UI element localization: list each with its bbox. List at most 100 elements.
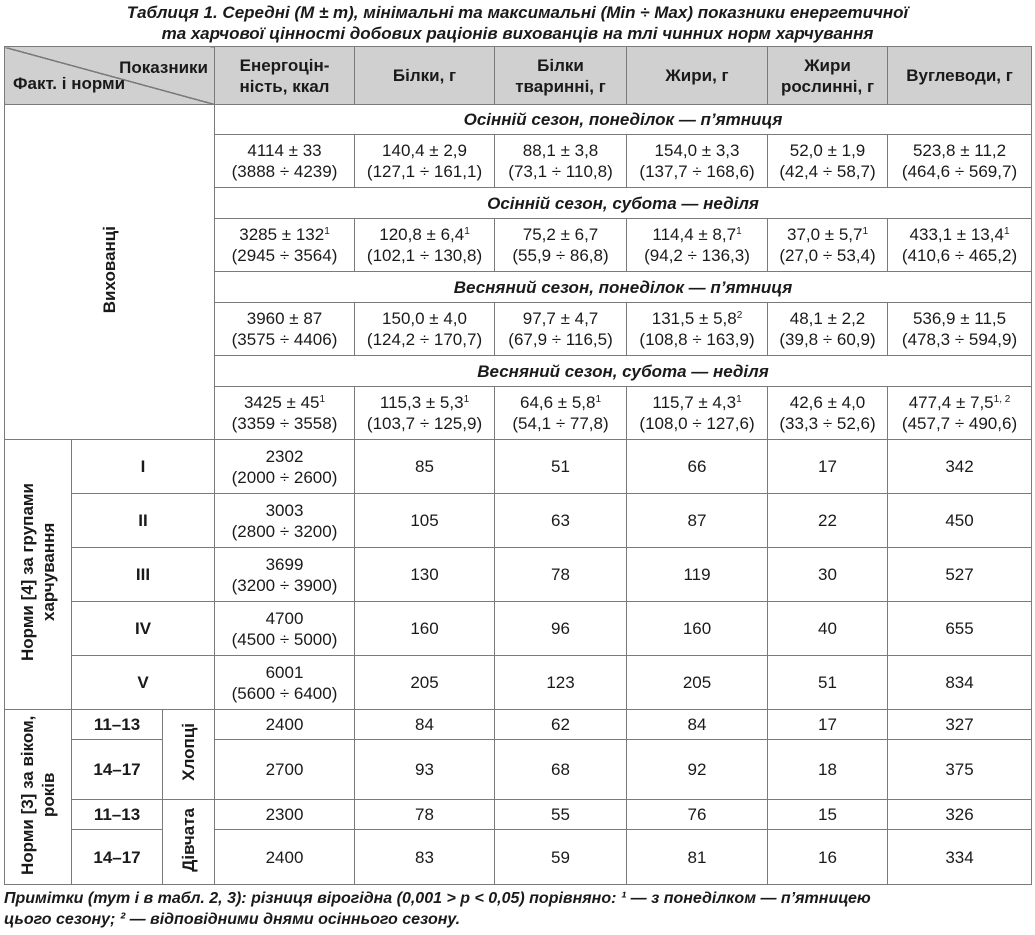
pupils-group-label: Вихованці — [100, 225, 119, 314]
norm3-energy: 2400 — [214, 829, 356, 885]
norm4-protein: 205 — [354, 655, 496, 710]
norm4-fat: 205 — [626, 655, 769, 710]
norm3-veg-fat: 16 — [767, 829, 889, 885]
significance-mark: 1, 2 — [993, 394, 1011, 405]
mean-value: 131,5 ± 5,82 — [651, 309, 743, 328]
significance-mark: 2 — [736, 310, 743, 321]
norm4-animal-protein: 78 — [494, 547, 628, 602]
range-value: (3359 ÷ 3558) — [231, 414, 338, 433]
norm4-row: IV 4700 (4500 ÷ 5000) 160 96 160 40 655 — [5, 601, 1033, 656]
norms4-group-cell: Норми [4] за групами харчування — [4, 439, 72, 710]
table-title: Таблиця 1. Середні (M ± m), мінімальні т… — [0, 2, 1035, 44]
norm3-animal-protein: 59 — [494, 829, 628, 885]
norm4-fat: 87 — [626, 493, 769, 548]
col-header-fat: Жири, г — [626, 46, 769, 105]
norm4-group: I — [70, 439, 216, 494]
season-value-cell: 52,0 ± 1,9 (42,4 ÷ 58,7) — [767, 134, 889, 188]
season-label: Весняний сезон, субота — неділя — [214, 355, 1033, 387]
norms3-group-cell: Норми [3] за віком, років — [4, 709, 72, 885]
range-value: (39,8 ÷ 60,9) — [779, 330, 876, 349]
norm3-energy: 2400 — [214, 709, 356, 740]
norm4-row: Норми [4] за групами харчування I 2302 (2… — [4, 439, 1033, 710]
norm3-carbs: 334 — [887, 829, 1033, 885]
mean-value: 52,0 ± 1,9 — [789, 141, 866, 160]
mean-value: 536,9 ± 11,5 — [912, 309, 1007, 328]
norm4-group: II — [70, 493, 216, 548]
norm3-fat: 92 — [626, 739, 769, 800]
pupils-group-cell: Вихованці — [3, 104, 216, 440]
range-value: (55,9 ÷ 86,8) — [512, 246, 609, 265]
range-value: (137,7 ÷ 168,6) — [639, 162, 755, 181]
norm4-energy-cell: 3699 (3200 ÷ 3900) — [214, 547, 356, 602]
mean-value: 115,7 ± 4,31 — [652, 393, 742, 412]
norm3-age: 14–17 — [71, 829, 163, 885]
nutrition-table: Показники Факт. і норми Енергоцін- ність… — [3, 46, 1033, 885]
range-value: (464,6 ÷ 569,7) — [901, 162, 1018, 181]
mean-value: 477,4 ± 7,51, 2 — [908, 393, 1011, 412]
mean-value: 3285 ± 1321 — [239, 225, 330, 244]
season-value-cell: 75,2 ± 6,7 (55,9 ÷ 86,8) — [494, 218, 628, 272]
mean-value: 114,4 ± 8,71 — [652, 225, 742, 244]
range-value: (54,1 ÷ 77,8) — [512, 414, 609, 433]
norm3-energy: 2700 — [214, 739, 356, 800]
norm3-animal-protein: 62 — [494, 709, 628, 740]
norm4-animal-protein: 96 — [494, 601, 628, 656]
range-value: (108,0 ÷ 127,6) — [639, 414, 755, 433]
mean-value: 88,1 ± 3,8 — [522, 141, 599, 160]
norm4-animal-protein: 123 — [494, 655, 628, 710]
norm4-row: III 3699 (3200 ÷ 3900) 130 78 119 30 527 — [5, 547, 1033, 602]
range-value: (102,1 ÷ 130,8) — [366, 246, 483, 265]
norm4-protein: 105 — [354, 493, 496, 548]
norm4-veg-fat: 17 — [767, 439, 889, 494]
range-value: (94,2 ÷ 136,3) — [644, 246, 750, 265]
norm3-age: 14–17 — [71, 739, 163, 800]
season-label: Весняний сезон, понеділок — п’ятниця — [214, 271, 1033, 303]
norm4-energy-cell: 2302 (2000 ÷ 2600) — [214, 439, 356, 494]
footnote-line-2: цього сезону; ² — відповідними днями осі… — [4, 911, 461, 928]
norm4-carbs: 655 — [887, 601, 1033, 656]
col-header-protein: Білки, г — [354, 46, 496, 105]
norm3-age: 11–13 — [71, 709, 163, 740]
norm3-fat: 81 — [626, 829, 769, 885]
norm3-fat: 84 — [626, 709, 769, 740]
significance-mark: 1 — [595, 394, 602, 405]
significance-mark: 1 — [463, 394, 470, 405]
norm3-protein: 78 — [354, 799, 496, 830]
range-value: (33,3 ÷ 52,6) — [779, 414, 876, 433]
range-value: (2945 ÷ 3564) — [231, 246, 338, 265]
season-row: Вихованці Осінній сезон, понеділок — п’я… — [3, 104, 1033, 440]
season-value-cell: 131,5 ± 5,82 (108,8 ÷ 163,9) — [626, 302, 769, 356]
season-values-row: 4114 ± 33 (3888 ÷ 4239) 140,4 ± 2,9 (127,1 … — [5, 134, 1033, 188]
range-value: (42,4 ÷ 58,7) — [779, 162, 876, 181]
norm4-protein: 85 — [354, 439, 496, 494]
norm4-fat: 160 — [626, 601, 769, 656]
norm4-carbs: 527 — [887, 547, 1033, 602]
season-value-cell: 154,0 ± 3,3 (137,7 ÷ 168,6) — [626, 134, 769, 188]
norm3-row: 14–17 2400 83 59 81 16 334 — [5, 829, 1033, 885]
season-value-cell: 4114 ± 33 (3888 ÷ 4239) — [214, 134, 356, 188]
season-value-cell: 140,4 ± 2,9 (127,1 ÷ 161,1) — [354, 134, 496, 188]
season-values-row: 3285 ± 1321 (2945 ÷ 3564) 120,8 ± 6,41 (102… — [5, 218, 1033, 272]
col-header-animal-protein: Білки тваринні, г — [494, 46, 628, 105]
range-value: (478,3 ÷ 594,9) — [901, 330, 1018, 349]
norm4-veg-fat: 40 — [767, 601, 889, 656]
norm3-row: 14–17 2700 93 68 92 18 375 — [5, 739, 1033, 800]
mean-value: 42,6 ± 4,0 — [789, 393, 866, 412]
norm4-group: V — [70, 655, 216, 710]
corner-bottom-label: Факт. і норми — [13, 74, 126, 93]
norm4-animal-protein: 63 — [494, 493, 628, 548]
norm4-row: II 3003 (2800 ÷ 3200) 105 63 87 22 450 — [5, 493, 1033, 548]
col-header-carbs: Вуглеводи, г — [887, 46, 1033, 105]
mean-value: 75,2 ± 6,7 — [522, 225, 599, 244]
significance-mark: 1 — [324, 226, 330, 237]
season-value-cell: 120,8 ± 6,41 (102,1 ÷ 130,8) — [354, 218, 496, 272]
range-value: (67,9 ÷ 116,5) — [508, 330, 613, 349]
significance-mark: 1 — [736, 394, 742, 405]
norm4-veg-fat: 22 — [767, 493, 889, 548]
season-value-cell: 115,7 ± 4,31 (108,0 ÷ 127,6) — [626, 386, 769, 440]
norm4-animal-protein: 51 — [494, 439, 628, 494]
footnote: Примітки (тут і в табл. 2, 3): різниця в… — [4, 888, 1031, 930]
norm4-carbs: 450 — [887, 493, 1033, 548]
season-label: Осінній сезон, субота — неділя — [214, 187, 1033, 219]
norm4-veg-fat: 30 — [767, 547, 889, 602]
